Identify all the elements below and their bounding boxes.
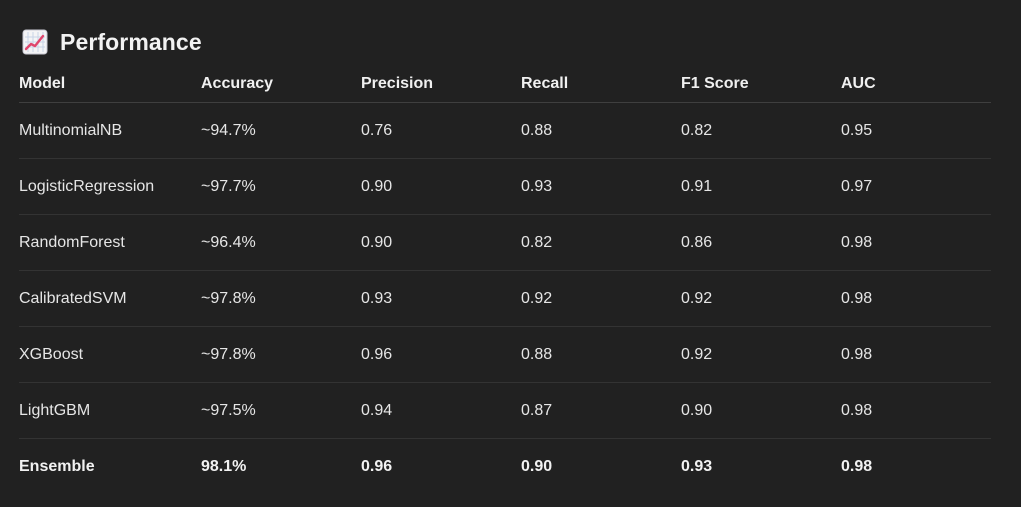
cell-model: LightGBM bbox=[19, 382, 201, 439]
cell-model: Ensemble bbox=[19, 457, 95, 475]
cell-accuracy: 98.1% bbox=[201, 457, 247, 475]
cell-f1-score: 0.93 bbox=[681, 457, 713, 475]
table-row: CalibratedSVM ~97.8% 0.93 0.92 0.92 0.98 bbox=[19, 270, 991, 327]
cell-f1-score: 0.92 bbox=[681, 270, 841, 327]
cell-auc: 0.98 bbox=[841, 326, 991, 383]
table-row-ensemble: Ensemble 98.1% 0.96 0.90 0.93 0.98 bbox=[19, 439, 991, 495]
cell-precision: 0.93 bbox=[361, 270, 521, 327]
cell-f1-score: 0.91 bbox=[681, 158, 841, 215]
cell-precision: 0.94 bbox=[361, 382, 521, 439]
cell-auc: 0.98 bbox=[841, 214, 991, 271]
cell-precision: 0.96 bbox=[361, 457, 393, 475]
cell-auc: 0.97 bbox=[841, 158, 991, 215]
table-row: LogisticRegression ~97.7% 0.90 0.93 0.91… bbox=[19, 158, 991, 215]
cell-accuracy: ~97.8% bbox=[201, 270, 361, 327]
cell-recall: 0.88 bbox=[521, 102, 681, 159]
cell-f1-score: 0.92 bbox=[681, 326, 841, 383]
cell-accuracy: ~97.5% bbox=[201, 382, 361, 439]
cell-auc: 0.95 bbox=[841, 102, 991, 159]
cell-recall: 0.87 bbox=[521, 382, 681, 439]
cell-precision: 0.76 bbox=[361, 102, 521, 159]
column-header-f1-score: F1 Score bbox=[681, 66, 841, 103]
cell-f1-score: 0.86 bbox=[681, 214, 841, 271]
cell-recall: 0.88 bbox=[521, 326, 681, 383]
table-row: XGBoost ~97.8% 0.96 0.88 0.92 0.98 bbox=[19, 326, 991, 383]
column-header-model: Model bbox=[19, 66, 201, 103]
cell-model: LogisticRegression bbox=[19, 158, 201, 215]
chart-increasing-icon bbox=[22, 29, 48, 55]
table-row: RandomForest ~96.4% 0.90 0.82 0.86 0.98 bbox=[19, 214, 991, 271]
cell-precision: 0.90 bbox=[361, 158, 521, 215]
cell-auc: 0.98 bbox=[841, 457, 873, 475]
cell-precision: 0.90 bbox=[361, 214, 521, 271]
page-title: Performance bbox=[60, 28, 202, 55]
column-header-accuracy: Accuracy bbox=[201, 66, 361, 103]
cell-f1-score: 0.82 bbox=[681, 102, 841, 159]
section-heading: Performance bbox=[22, 27, 202, 57]
cell-recall: 0.92 bbox=[521, 270, 681, 327]
table-header-row: Model Accuracy Precision Recall F1 Score… bbox=[19, 66, 991, 103]
cell-recall: 0.93 bbox=[521, 158, 681, 215]
cell-precision: 0.96 bbox=[361, 326, 521, 383]
column-header-precision: Precision bbox=[361, 66, 521, 103]
table-row: MultinomialNB ~94.7% 0.76 0.88 0.82 0.95 bbox=[19, 102, 991, 159]
cell-model: XGBoost bbox=[19, 326, 201, 383]
cell-auc: 0.98 bbox=[841, 382, 991, 439]
cell-accuracy: ~96.4% bbox=[201, 214, 361, 271]
table-row: LightGBM ~97.5% 0.94 0.87 0.90 0.98 bbox=[19, 382, 991, 439]
performance-table: Model Accuracy Precision Recall F1 Score… bbox=[19, 66, 991, 494]
cell-recall: 0.82 bbox=[521, 214, 681, 271]
cell-accuracy: ~97.8% bbox=[201, 326, 361, 383]
cell-recall: 0.90 bbox=[521, 457, 553, 475]
column-header-recall: Recall bbox=[521, 66, 681, 103]
cell-auc: 0.98 bbox=[841, 270, 991, 327]
cell-accuracy: ~97.7% bbox=[201, 158, 361, 215]
cell-f1-score: 0.90 bbox=[681, 382, 841, 439]
column-header-auc: AUC bbox=[841, 66, 991, 103]
cell-model: CalibratedSVM bbox=[19, 270, 201, 327]
cell-accuracy: ~94.7% bbox=[201, 102, 361, 159]
cell-model: RandomForest bbox=[19, 214, 201, 271]
cell-model: MultinomialNB bbox=[19, 102, 201, 159]
